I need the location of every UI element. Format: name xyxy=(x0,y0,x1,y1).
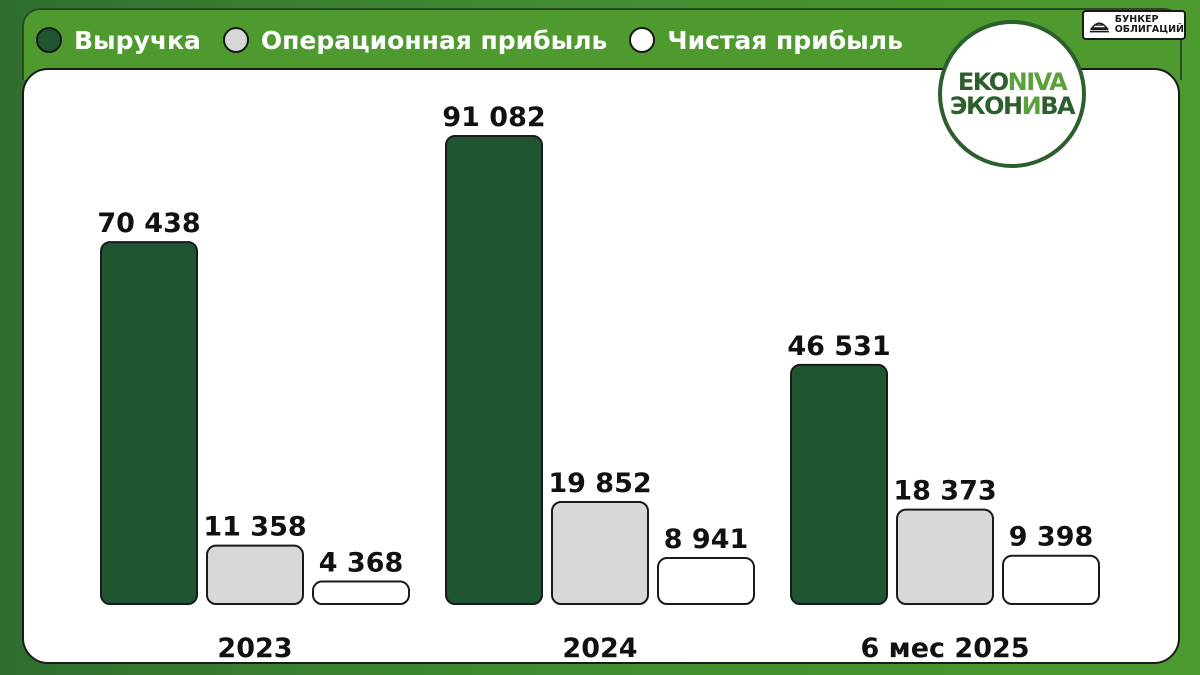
logo-latin-part2: NIVA xyxy=(1007,68,1068,96)
data-label-operating-0: 11 358 xyxy=(203,512,306,543)
legend-swatch-net xyxy=(629,27,656,53)
data-label-revenue-2: 46 531 xyxy=(787,331,890,362)
data-label-revenue-1: 91 082 xyxy=(442,102,545,133)
data-label-revenue-0: 70 438 xyxy=(97,208,200,239)
badge-text: БУНКЕР ОБЛИГАЦИЙ xyxy=(1114,14,1184,35)
legend-swatch-revenue xyxy=(36,27,62,53)
legend-item-net: Чистая прибыль xyxy=(629,26,903,55)
category-label-2: 6 мес 2025 xyxy=(860,633,1029,664)
data-label-operating-2: 18 373 xyxy=(893,476,996,507)
data-label-net-2: 9 398 xyxy=(1009,522,1094,553)
logo-cyr-part1: ЭКОН xyxy=(949,92,1023,120)
legend-item-operating: Операционная прибыль xyxy=(222,25,608,55)
legend-item-revenue: Выручка xyxy=(36,26,201,55)
category-label-0: 2023 xyxy=(217,633,292,664)
data-label-net-0: 4 368 xyxy=(319,548,404,579)
bunker-icon xyxy=(1089,22,1109,33)
logo-line-latin: EKONIVA xyxy=(957,68,1068,96)
bar-revenue-1 xyxy=(445,135,543,605)
bar-operating-2 xyxy=(896,508,994,606)
bar-operating-1 xyxy=(551,500,649,605)
legend-swatch-operating xyxy=(222,27,249,53)
data-label-operating-1: 19 852 xyxy=(548,468,651,499)
ekoniva-logo: EKONIVA ЭКОНИВА xyxy=(938,20,1086,168)
bar-net-0 xyxy=(312,580,410,605)
bar-net-1 xyxy=(657,557,755,605)
category-label-1: 2024 xyxy=(562,633,637,664)
bar-operating-0 xyxy=(206,544,304,605)
legend-label-operating: Операционная прибыль xyxy=(260,25,608,55)
bar-revenue-2 xyxy=(790,363,888,605)
bar-net-2 xyxy=(1002,554,1100,605)
bar-revenue-0 xyxy=(100,241,198,606)
logo-line-cyrillic: ЭКОНИВА xyxy=(949,92,1076,120)
legend-label-revenue: Выручка xyxy=(74,25,201,55)
legend-label-net: Чистая прибыль xyxy=(667,25,903,55)
bunker-badge: БУНКЕР ОБЛИГАЦИЙ xyxy=(1082,10,1186,40)
logo-cyr-part2: И xyxy=(1021,92,1042,120)
logo-cyr-part3: ВА xyxy=(1040,92,1075,120)
legend: Выручка Операционная прибыль Чистая приб… xyxy=(36,18,903,62)
data-label-net-1: 8 941 xyxy=(664,524,749,555)
logo-latin-part1: EKO xyxy=(957,68,1009,96)
